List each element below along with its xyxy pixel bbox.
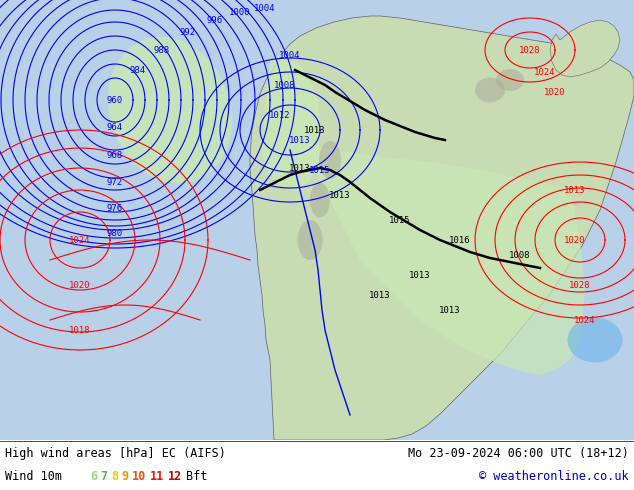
Text: 964: 964 bbox=[107, 122, 123, 131]
Text: 1020: 1020 bbox=[564, 236, 586, 245]
Ellipse shape bbox=[108, 37, 232, 183]
Text: Mo 23-09-2024 06:00 UTC (18+12): Mo 23-09-2024 06:00 UTC (18+12) bbox=[408, 446, 629, 460]
Text: 996: 996 bbox=[207, 16, 223, 24]
Text: 1028: 1028 bbox=[569, 280, 591, 290]
Text: 9: 9 bbox=[122, 469, 129, 483]
Text: 1015: 1015 bbox=[389, 216, 411, 224]
Text: 980: 980 bbox=[107, 228, 123, 238]
Text: 7: 7 bbox=[101, 469, 108, 483]
Ellipse shape bbox=[310, 182, 330, 218]
Text: 1028: 1028 bbox=[519, 46, 541, 54]
Text: 1013: 1013 bbox=[289, 136, 311, 145]
Text: 968: 968 bbox=[107, 150, 123, 160]
Text: 992: 992 bbox=[180, 27, 196, 36]
Polygon shape bbox=[250, 16, 634, 440]
Text: 1004: 1004 bbox=[279, 50, 301, 59]
Text: 984: 984 bbox=[130, 66, 146, 74]
Text: High wind areas [hPa] EC (AIFS): High wind areas [hPa] EC (AIFS) bbox=[5, 446, 226, 460]
Text: 1008: 1008 bbox=[509, 250, 531, 260]
Text: 1013: 1013 bbox=[304, 125, 326, 135]
Text: 988: 988 bbox=[154, 46, 170, 54]
Ellipse shape bbox=[297, 220, 323, 260]
Text: 11: 11 bbox=[150, 469, 164, 483]
Text: 1013: 1013 bbox=[564, 186, 586, 195]
Text: © weatheronline.co.uk: © weatheronline.co.uk bbox=[479, 469, 629, 483]
Polygon shape bbox=[262, 55, 320, 192]
Ellipse shape bbox=[475, 77, 505, 102]
Polygon shape bbox=[300, 140, 585, 375]
Text: 1012: 1012 bbox=[269, 111, 291, 120]
Text: 1013: 1013 bbox=[329, 191, 351, 199]
Ellipse shape bbox=[319, 141, 341, 179]
Text: Bft: Bft bbox=[186, 469, 207, 483]
Text: 976: 976 bbox=[107, 203, 123, 213]
Text: 1016: 1016 bbox=[450, 236, 471, 245]
Text: 1024: 1024 bbox=[534, 68, 556, 76]
Text: 972: 972 bbox=[107, 177, 123, 187]
Text: 1015: 1015 bbox=[309, 166, 331, 174]
Text: 1018: 1018 bbox=[69, 325, 91, 335]
Text: 1020: 1020 bbox=[69, 280, 91, 290]
Ellipse shape bbox=[567, 318, 623, 363]
Text: 10: 10 bbox=[132, 469, 146, 483]
Ellipse shape bbox=[496, 69, 524, 91]
Text: Wind 10m: Wind 10m bbox=[5, 469, 62, 483]
Text: 8: 8 bbox=[111, 469, 118, 483]
Text: 1004: 1004 bbox=[254, 3, 276, 13]
Text: 1008: 1008 bbox=[275, 80, 295, 90]
Text: 1024: 1024 bbox=[69, 236, 91, 245]
Text: 1000: 1000 bbox=[230, 7, 251, 17]
Text: 6: 6 bbox=[90, 469, 97, 483]
Text: 1013: 1013 bbox=[439, 305, 461, 315]
Text: 1024: 1024 bbox=[574, 316, 596, 324]
Text: 1013: 1013 bbox=[410, 270, 430, 279]
Text: 960: 960 bbox=[107, 96, 123, 104]
Text: 1020: 1020 bbox=[544, 88, 566, 97]
Text: 1013: 1013 bbox=[289, 164, 311, 172]
Text: 12: 12 bbox=[168, 469, 182, 483]
Text: 1013: 1013 bbox=[369, 291, 391, 299]
Polygon shape bbox=[550, 20, 620, 77]
